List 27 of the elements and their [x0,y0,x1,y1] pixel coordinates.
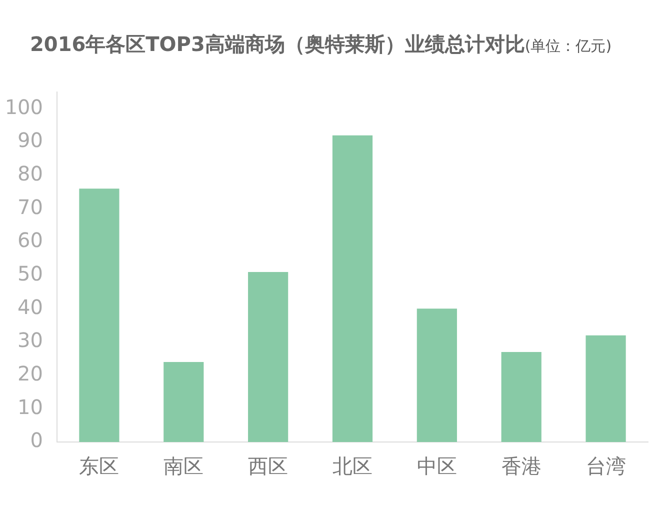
y-tick-label: 90 [18,128,43,152]
y-tick-label: 20 [18,362,43,386]
bar [332,135,373,442]
bar [79,188,120,442]
bar [416,308,457,442]
y-tick-label: 10 [18,394,43,419]
y-tick-label: 40 [18,294,43,319]
bar [248,272,288,442]
chart-title: 2016年各区TOP3高端商场（奥特莱斯）业绩总计对比 [30,32,525,56]
x-tick-label: 东区 [79,454,120,478]
bar [501,352,542,442]
y-tick-label: 80 [18,162,43,186]
x-tick-label: 北区 [332,454,372,478]
bar [164,362,204,442]
x-tick-label: 南区 [164,454,204,478]
x-tick-label: 香港 [501,454,542,478]
x-tick-label: 中区 [416,454,457,478]
y-tick-label: 70 [18,194,43,219]
x-tick-label: 台湾 [586,454,626,478]
y-tick-label: 30 [18,328,43,352]
y-tick-label: 0 [30,428,43,452]
y-tick-label: 50 [18,262,43,286]
chart-subtitle: (单位：亿元) [524,37,612,55]
bar [586,335,626,442]
y-tick-label: 60 [18,228,43,252]
x-tick-label: 西区 [248,454,288,478]
y-tick-label: 100 [4,94,43,119]
